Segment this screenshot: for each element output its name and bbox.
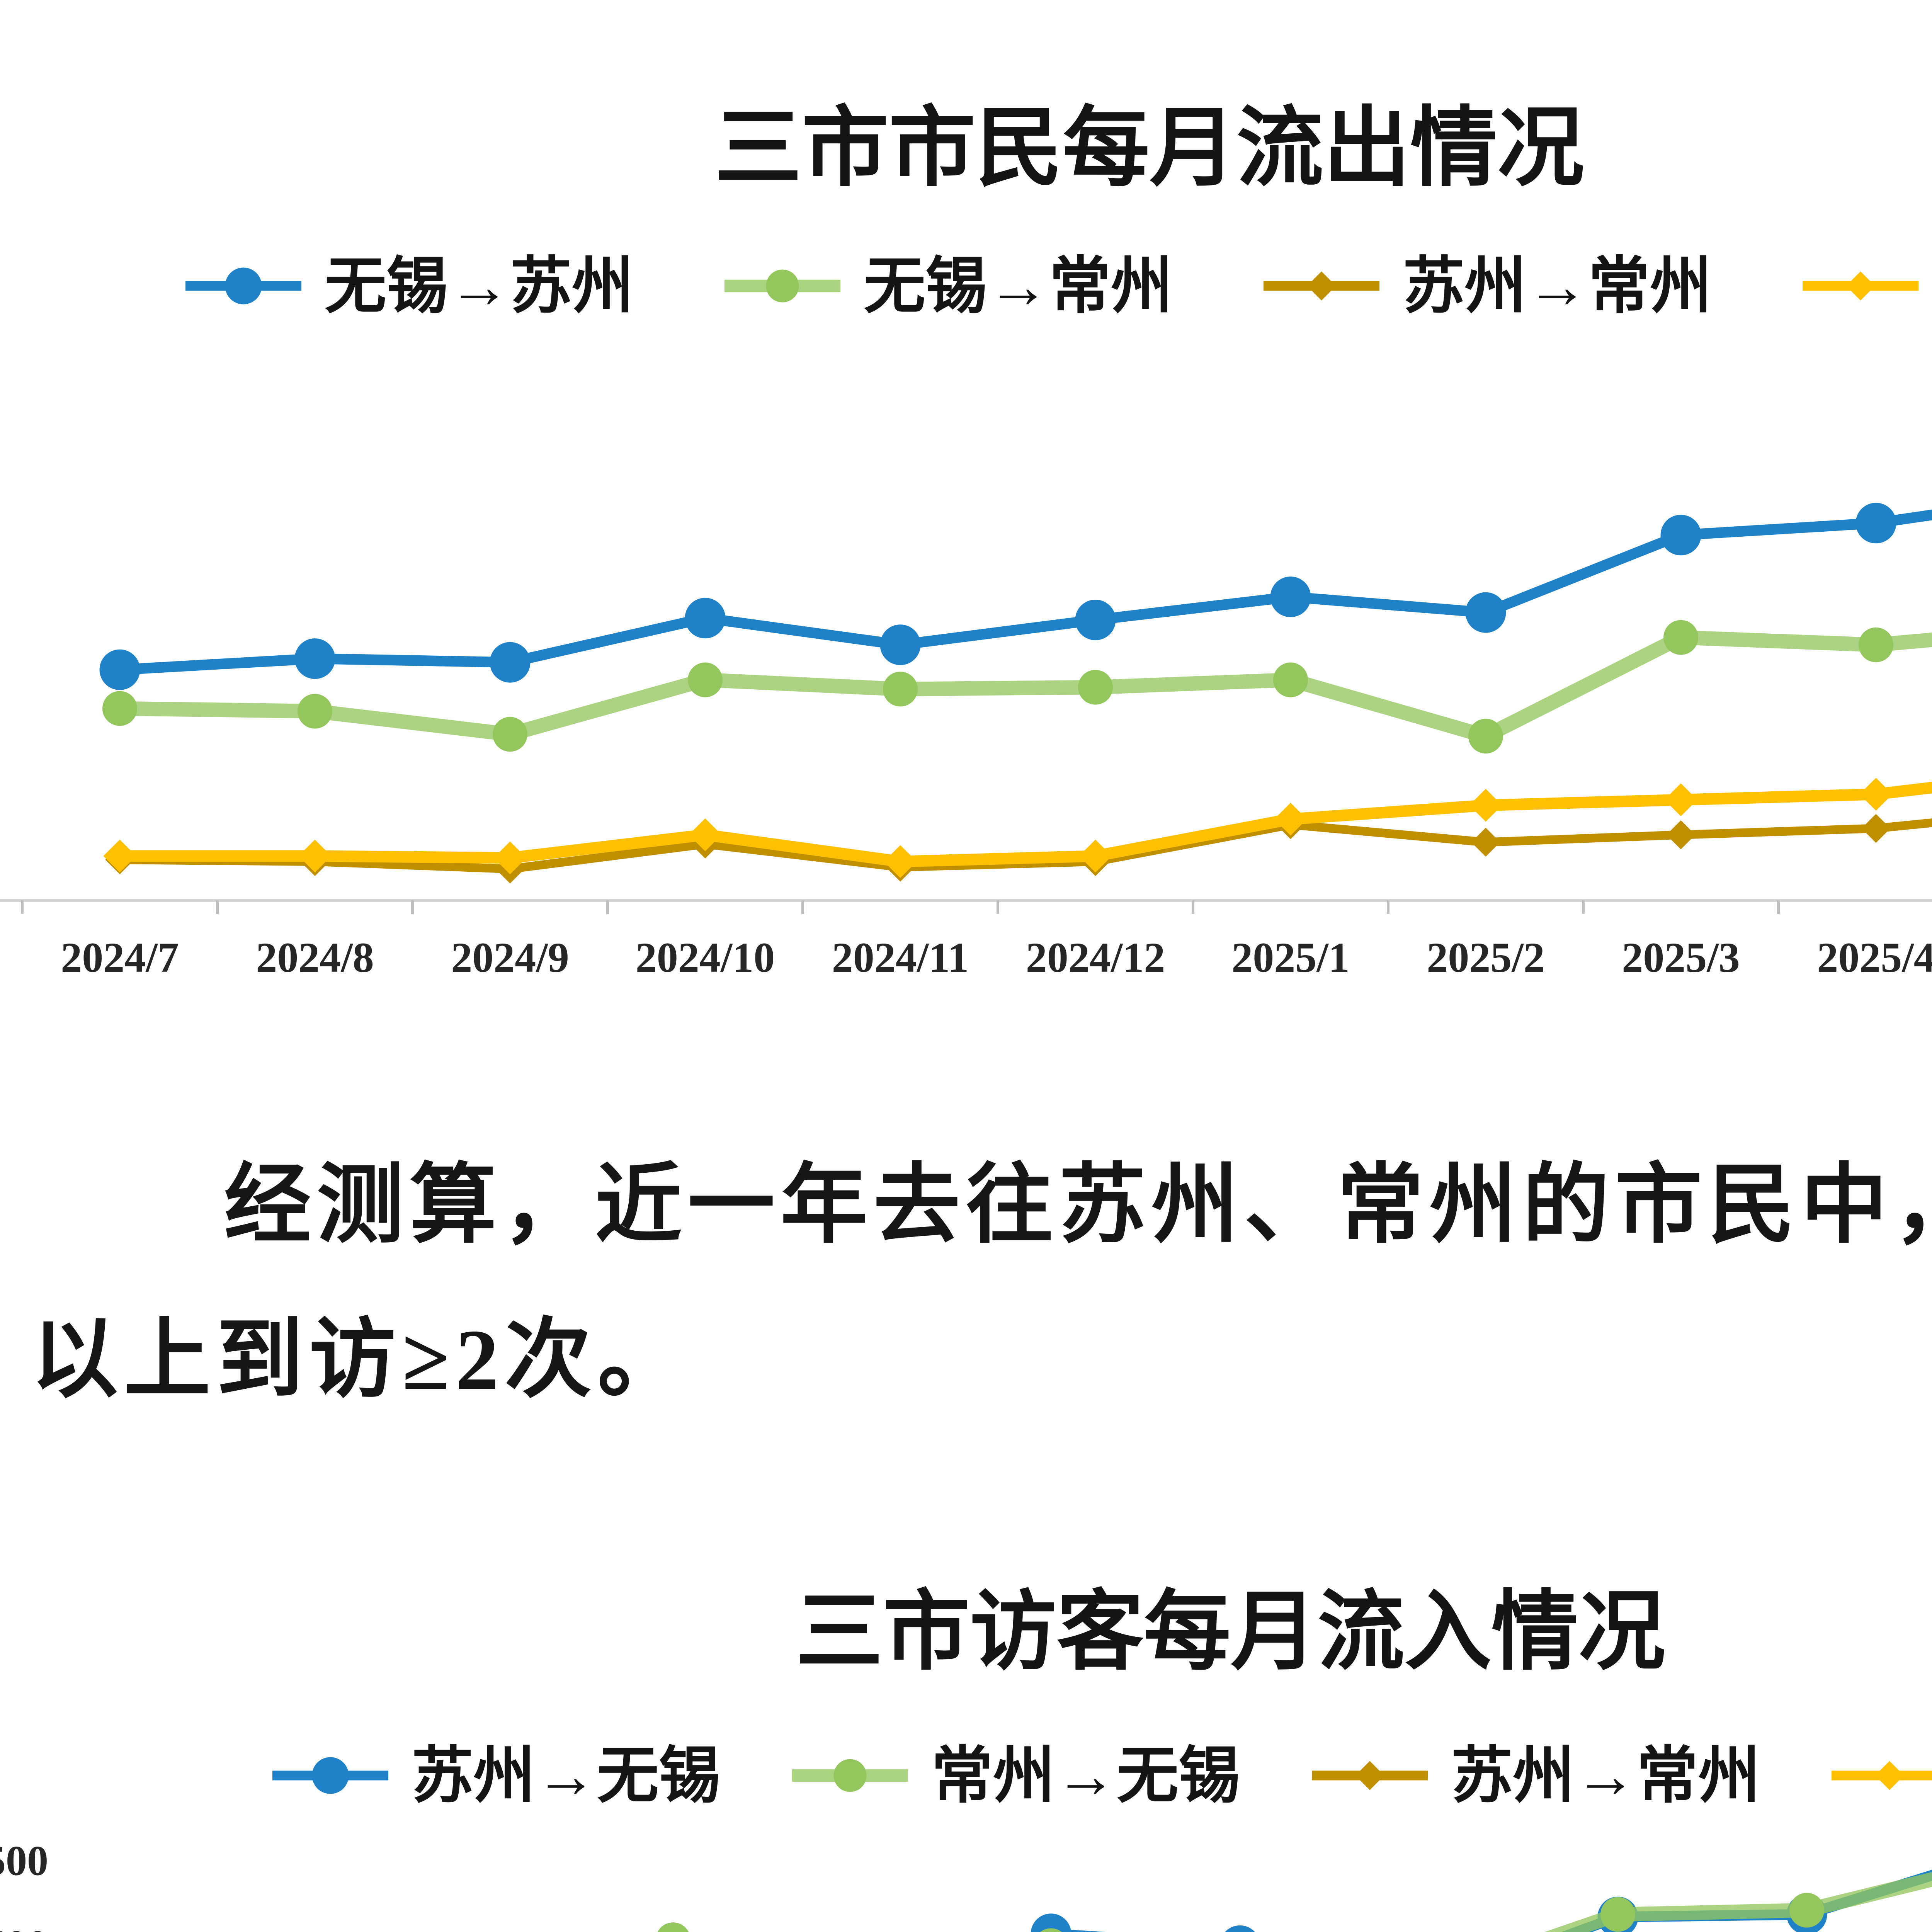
- legend-item-wuxi-changzhou: 无锡→常州: [721, 251, 1173, 321]
- legend-item-suzhou-changzhou: 苏州→常州: [1308, 1741, 1760, 1810]
- svg-text:2025/2: 2025/2: [1427, 934, 1545, 981]
- text-line: 经测算，近一年去往苏州、常州的市民中，六成: [224, 1157, 1932, 1254]
- svg-text:2025/1: 2025/1: [1231, 934, 1350, 981]
- svg-text:2024/8: 2024/8: [256, 934, 374, 981]
- svg-text:2025/3: 2025/3: [1622, 934, 1740, 981]
- chart2-legend: 苏州→无锡 常州→无锡 苏州→常州 常州→苏州: [269, 1741, 1932, 1810]
- chart1-legend: 无锡→苏州 无锡→常州 苏州→常州 常州→苏州: [182, 251, 1932, 321]
- series-常州→无锡: [657, 1872, 1932, 1932]
- series-无锡→苏州: [99, 503, 1932, 690]
- legend-label: 苏州→常州: [1403, 251, 1712, 321]
- x-tick-labels: 2024/7 2024/8 2024/9 2024/10 2024/11 2024/12 2…: [61, 934, 1932, 981]
- legend-label: 常州→无锡: [931, 1741, 1241, 1810]
- legend-item-changzhou-suzhou: 常州→苏州: [1799, 251, 1932, 321]
- series-常州→苏州: [103, 777, 1932, 878]
- line-marker-icon: [724, 269, 841, 303]
- line-marker-icon: [185, 267, 301, 304]
- chart1-plot: 2024/7 2024/8 2024/9 2024/10 2024/11 2024/12 2…: [0, 503, 1932, 981]
- text-line: 以上到访≥2次。: [31, 1312, 690, 1408]
- svg-text:500: 500: [0, 1837, 48, 1884]
- line-marker-icon: [1803, 271, 1919, 301]
- y-tick-labels: 5004003002001000: [0, 1837, 48, 1932]
- svg-text:2024/10: 2024/10: [636, 934, 775, 981]
- legend-label: 无锡→常州: [864, 251, 1173, 321]
- legend-item-changzhou-wuxi: 常州→无锡: [788, 1741, 1240, 1810]
- chart2-title: 三市访客每月流入情况: [796, 1584, 1665, 1681]
- line-marker-icon: [1832, 1761, 1932, 1790]
- line-marker-icon: [1264, 271, 1380, 301]
- legend-label: 无锡→苏州: [325, 251, 634, 321]
- svg-text:2024/9: 2024/9: [451, 934, 569, 981]
- paragraph-summary-outflow: 经测算，近一年去往苏州、常州的市民中，六成 以上到访≥2次。: [0, 1128, 1932, 1437]
- legend-item-changzhou-suzhou: 常州→苏州: [1828, 1741, 1932, 1810]
- legend-item-wuxi-suzhou: 无锡→苏州: [182, 251, 634, 321]
- series-无锡→常州: [102, 620, 1932, 754]
- legend-item-suzhou-wuxi: 苏州→无锡: [269, 1741, 721, 1810]
- axis: [0, 899, 1932, 914]
- chart2-plot: 2024/72024/82024/92024/102024/112024/122…: [0, 1837, 1932, 1932]
- svg-text:2025/4: 2025/4: [1817, 934, 1932, 981]
- legend-item-suzhou-changzhou: 苏州→常州: [1260, 251, 1712, 321]
- line-marker-icon: [792, 1759, 908, 1792]
- svg-text:2024/11: 2024/11: [832, 934, 969, 981]
- legend-label: 苏州→常州: [1451, 1741, 1760, 1810]
- svg-text:2024/7: 2024/7: [61, 934, 179, 981]
- series-苏州→常州: [105, 810, 1932, 884]
- legend-label: 苏州→无锡: [412, 1741, 721, 1810]
- svg-text:400: 400: [0, 1922, 48, 1932]
- line-marker-icon: [1312, 1761, 1428, 1790]
- chart1-title: 三市市民每月流出情况: [714, 100, 1584, 197]
- svg-text:2024/12: 2024/12: [1026, 934, 1165, 981]
- line-marker-icon: [272, 1757, 388, 1794]
